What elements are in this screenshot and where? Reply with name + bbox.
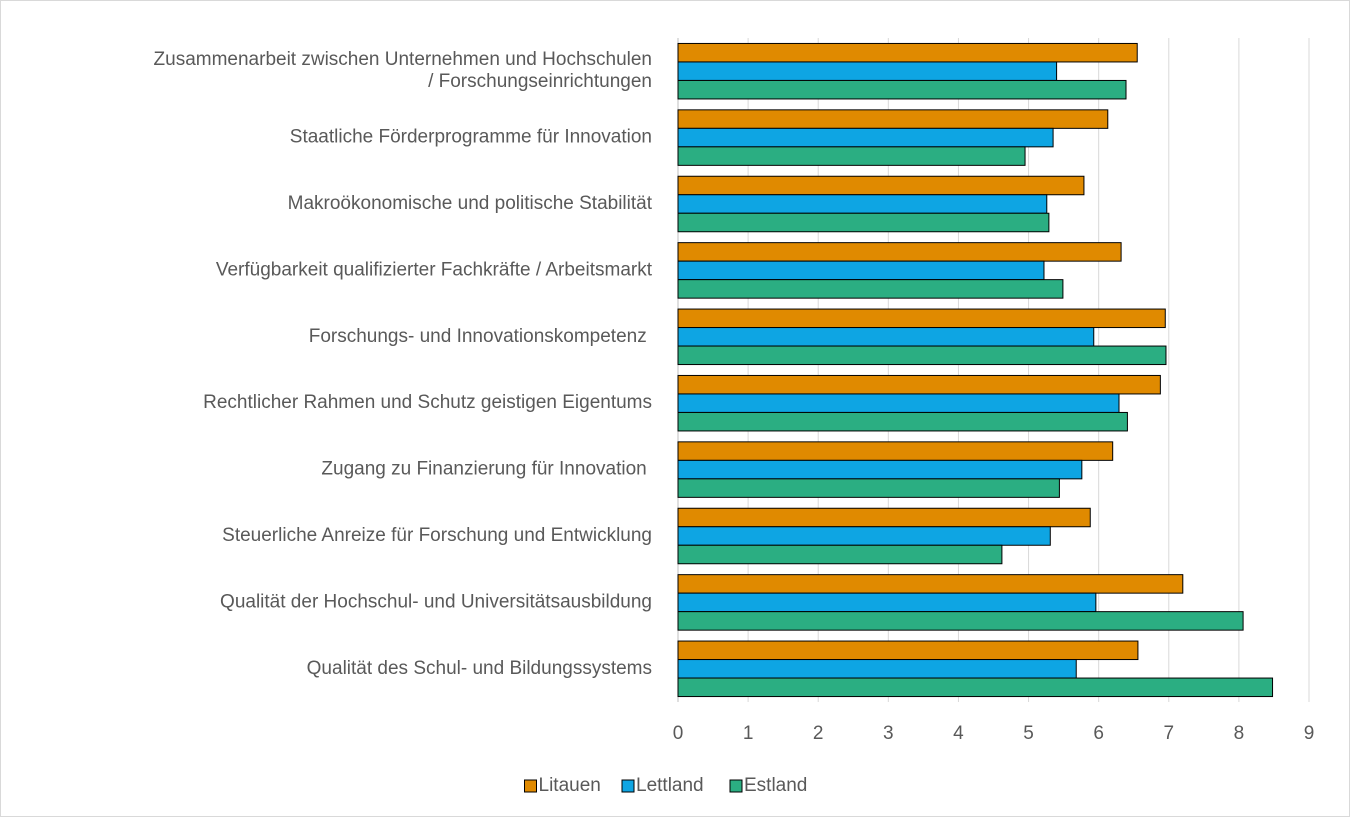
bar	[677, 260, 1045, 281]
legend-label: Litauen	[539, 775, 601, 796]
bar	[677, 611, 1244, 631]
bar	[677, 374, 1161, 395]
category-label: Verfügbarkeit qualifizierter Fachkräfte …	[216, 259, 653, 280]
x-tick-label: 4	[953, 723, 964, 744]
x-tick-label: 9	[1304, 723, 1315, 744]
x-tick-label: 7	[1163, 723, 1174, 744]
x-tick-label: 0	[673, 723, 684, 744]
category-label: Zugang zu Finanzierung für Innovation	[321, 459, 652, 480]
bar	[677, 327, 1095, 347]
legend-label: Lettland	[636, 775, 704, 796]
bar	[677, 175, 1085, 196]
bar	[677, 212, 1050, 233]
bar	[677, 544, 1003, 565]
x-tick-label: 3	[883, 723, 894, 744]
bar	[677, 61, 1058, 81]
bar	[677, 146, 1026, 166]
x-tick-label: 2	[813, 723, 824, 744]
bar	[677, 526, 1051, 546]
x-tick-label: 8	[1234, 723, 1245, 744]
bar	[677, 659, 1077, 679]
bar	[677, 507, 1091, 528]
bar	[677, 441, 1114, 461]
x-tick-label: 1	[743, 723, 754, 744]
legend-label: Estland	[744, 775, 807, 796]
bar	[677, 194, 1048, 214]
x-tick-label: 6	[1093, 723, 1104, 744]
category-label: Forschungs- und Innovationskompetenz	[309, 326, 652, 347]
bar	[677, 308, 1166, 329]
category-label: Steuerliche Anreize für Forschung und En…	[222, 525, 652, 546]
category-label: Rechtlicher Rahmen und Schutz geistigen …	[203, 392, 652, 413]
bar	[677, 411, 1128, 432]
bar	[677, 279, 1064, 299]
category-label: Staatliche Förderprogramme für Innovatio…	[290, 127, 652, 148]
bar	[677, 459, 1083, 480]
bar	[677, 127, 1054, 148]
legend-swatch	[524, 779, 537, 793]
category-label: Makroökonomische und politische Stabilit…	[288, 193, 653, 214]
bar	[677, 677, 1274, 698]
bar	[677, 640, 1139, 661]
bar	[677, 393, 1120, 413]
category-label: Qualität der Hochschul- und Universitäts…	[220, 591, 652, 612]
bar	[677, 592, 1097, 613]
legend-swatch	[621, 779, 635, 793]
x-tick-label: 5	[1023, 723, 1034, 744]
category-label: Qualität des Schul- und Bildungssystems	[307, 658, 652, 679]
legend-swatch	[729, 779, 743, 793]
category-label: Zusammenarbeit zwischen Unternehmen und …	[154, 49, 652, 92]
bar	[677, 42, 1138, 63]
bar	[677, 242, 1122, 262]
bar	[677, 109, 1109, 129]
bar	[677, 478, 1060, 498]
bar	[677, 345, 1167, 366]
bar	[677, 574, 1184, 594]
bar	[677, 79, 1127, 100]
